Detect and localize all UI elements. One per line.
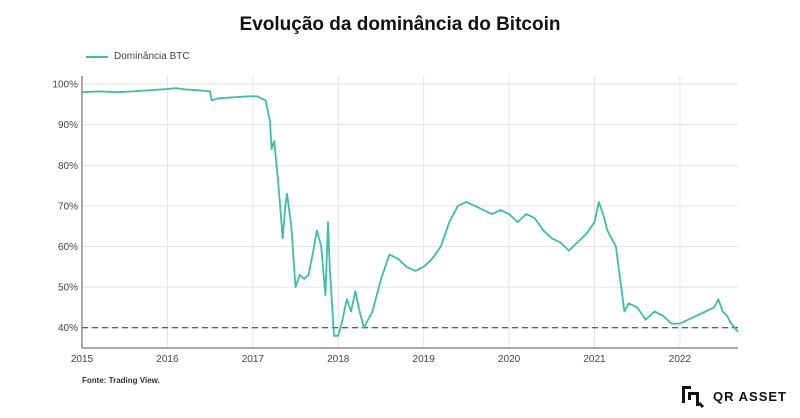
series-line-dominancia-btc (81, 87, 739, 337)
legend-label: Dominância BTC (114, 51, 190, 62)
brand-name: QR ASSET (713, 388, 787, 404)
legend-swatch (86, 55, 108, 58)
source-note: Fonte: Trading View. (82, 376, 160, 385)
x-tick-label: 2019 (413, 354, 436, 365)
brand-logo: QR ASSET (679, 383, 787, 409)
x-tick-label: 2015 (71, 354, 94, 365)
chart-legend: Dominância BTC (86, 51, 190, 62)
x-tick-label: 2020 (498, 354, 521, 365)
x-tick-label: 2022 (669, 354, 692, 365)
y-tick-label: 40% (58, 323, 78, 334)
y-tick-label: 60% (58, 242, 78, 253)
y-tick-label: 70% (58, 201, 78, 212)
y-tick-label: 90% (58, 120, 78, 131)
x-tick-label: 2018 (327, 354, 350, 365)
qr-asset-logo-icon (682, 386, 705, 409)
x-tick-label: 2016 (156, 354, 179, 365)
x-tick-label: 2017 (242, 354, 265, 365)
y-tick-label: 80% (58, 161, 78, 172)
y-tick-label: 100% (52, 80, 78, 91)
chart-title: Evolução da dominância do Bitcoin (239, 14, 561, 35)
x-tick-label: 2021 (583, 354, 606, 365)
y-tick-label: 50% (58, 283, 78, 294)
